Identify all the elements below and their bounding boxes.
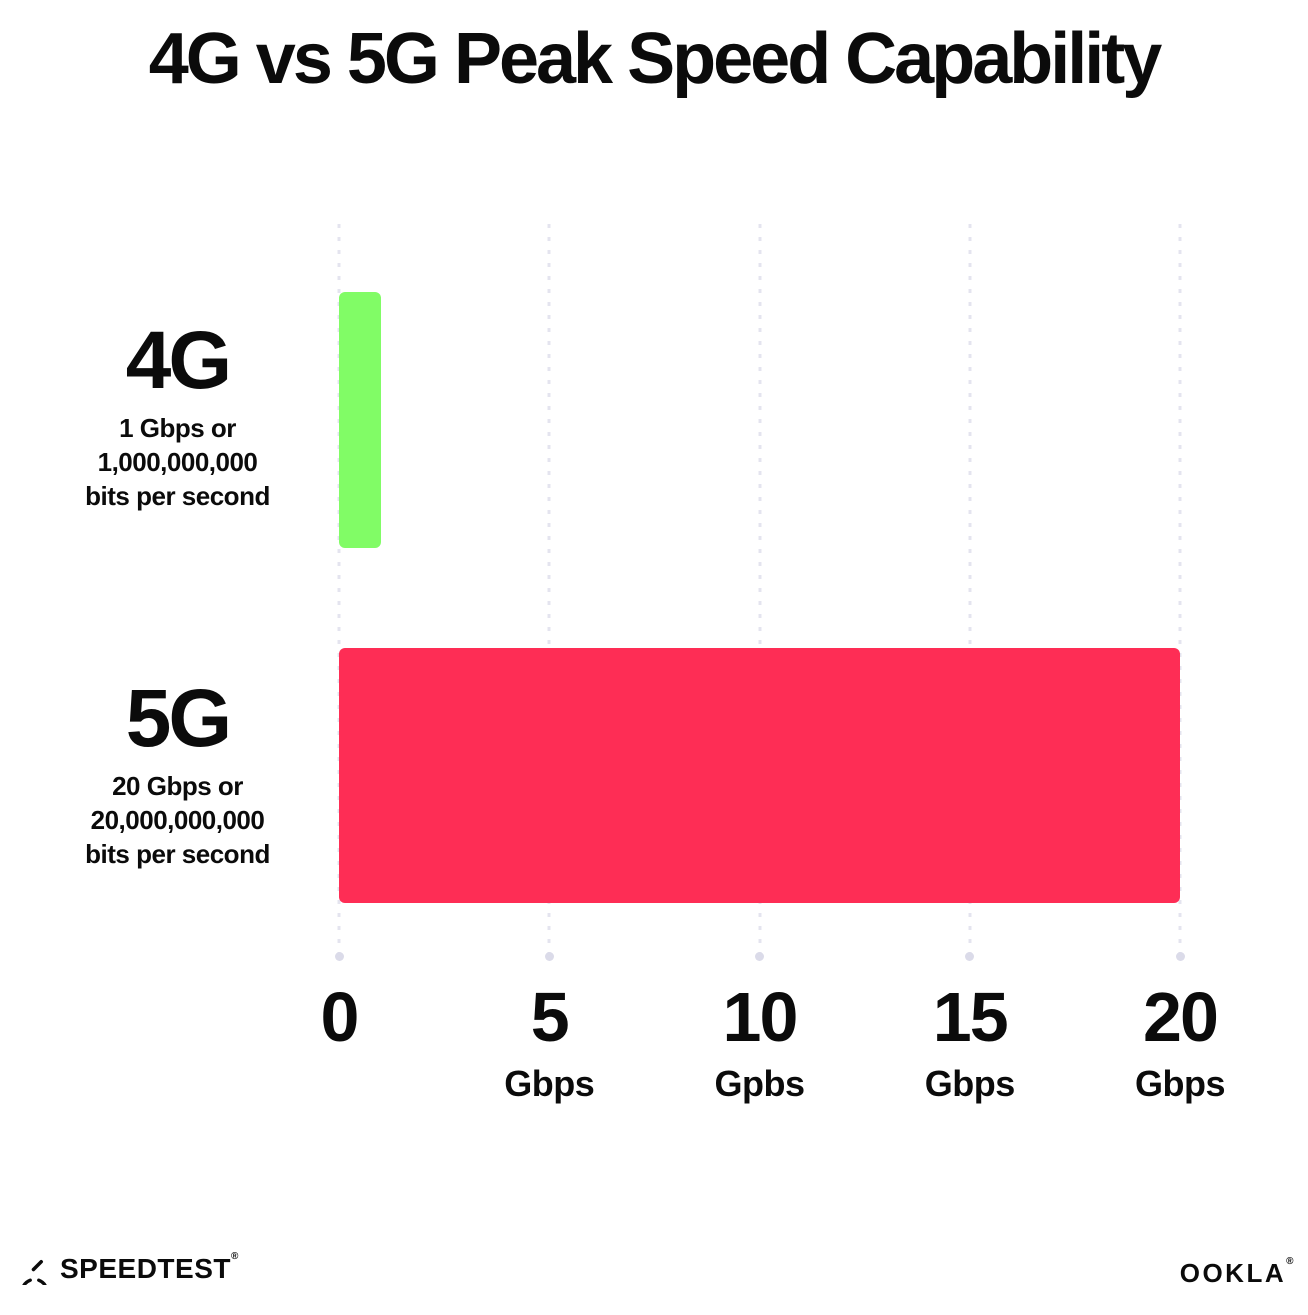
chart-plot-area bbox=[337, 224, 1182, 958]
bar-5g bbox=[339, 648, 1180, 903]
category-sublabel-4g: 1 Gbps or 1,000,000,000 bits per second bbox=[35, 412, 320, 513]
ookla-logo: OOKLA® bbox=[1179, 1256, 1296, 1289]
category-sublabel-5g: 20 Gbps or 20,000,000,000 bits per secon… bbox=[35, 770, 320, 871]
x-tick-unit-5: Gbps bbox=[504, 1063, 595, 1104]
category-label-4g: 4G 1 Gbps or 1,000,000,000 bits per seco… bbox=[35, 320, 320, 513]
ookla-trademark: ® bbox=[1286, 1256, 1296, 1267]
x-tick-15: 15 Gbps bbox=[924, 978, 1016, 1104]
x-tick-unit-10: Gpbs bbox=[714, 1063, 805, 1104]
speedtest-logo: SPEEDTEST® bbox=[18, 1250, 239, 1285]
category-name-5g: 5G bbox=[125, 673, 232, 764]
category-sublabel-5g-line3: bits per second bbox=[85, 838, 270, 869]
x-tick-value-20: 20 bbox=[1143, 978, 1219, 1056]
gridline-0 bbox=[337, 224, 341, 958]
x-tick-0: 0 bbox=[320, 978, 360, 1066]
x-tick-value-10: 10 bbox=[722, 978, 799, 1056]
speedtest-wordmark: SPEEDTEST® bbox=[60, 1250, 239, 1284]
bar-4g bbox=[339, 292, 382, 548]
x-tick-value-15: 15 bbox=[932, 978, 1009, 1056]
category-label-5g: 5G 20 Gbps or 20,000,000,000 bits per se… bbox=[35, 678, 320, 871]
x-axis: 0 5 Gbps 10 Gpbs 15 Gbps 20 Gbps bbox=[321, 978, 1226, 1112]
category-sublabel-4g-line2: 1,000,000,000 bbox=[97, 446, 258, 477]
x-tick-20: 20 Gbps bbox=[1134, 978, 1226, 1104]
x-tick-5: 5 Gbps bbox=[504, 978, 595, 1104]
page-title: 4G vs 5G Peak Speed Capability bbox=[148, 19, 1163, 99]
x-tick-10: 10 Gpbs bbox=[714, 978, 805, 1104]
x-tick-unit-15: Gbps bbox=[924, 1063, 1016, 1104]
category-sublabel-5g-line1: 20 Gbps or bbox=[112, 771, 243, 801]
x-tick-value-5: 5 bbox=[530, 978, 570, 1056]
category-sublabel-4g-line1: 1 Gbps or bbox=[119, 413, 236, 443]
gridline-15 bbox=[968, 224, 972, 958]
x-tick-value-0: 0 bbox=[320, 978, 360, 1056]
ookla-wordmark: OOKLA bbox=[1179, 1258, 1287, 1288]
gridline-10 bbox=[758, 224, 761, 958]
speedometer-gauge-icon bbox=[18, 1252, 51, 1285]
x-tick-unit-20: Gbps bbox=[1134, 1063, 1226, 1104]
speedtest-trademark: ® bbox=[230, 1250, 239, 1262]
category-sublabel-5g-line2: 20,000,000,000 bbox=[90, 804, 265, 835]
category-sublabel-4g-line3: bits per second bbox=[85, 480, 270, 511]
gridline-20 bbox=[1178, 224, 1182, 958]
category-name-4g: 4G bbox=[125, 315, 232, 406]
gridline-5 bbox=[547, 224, 551, 958]
